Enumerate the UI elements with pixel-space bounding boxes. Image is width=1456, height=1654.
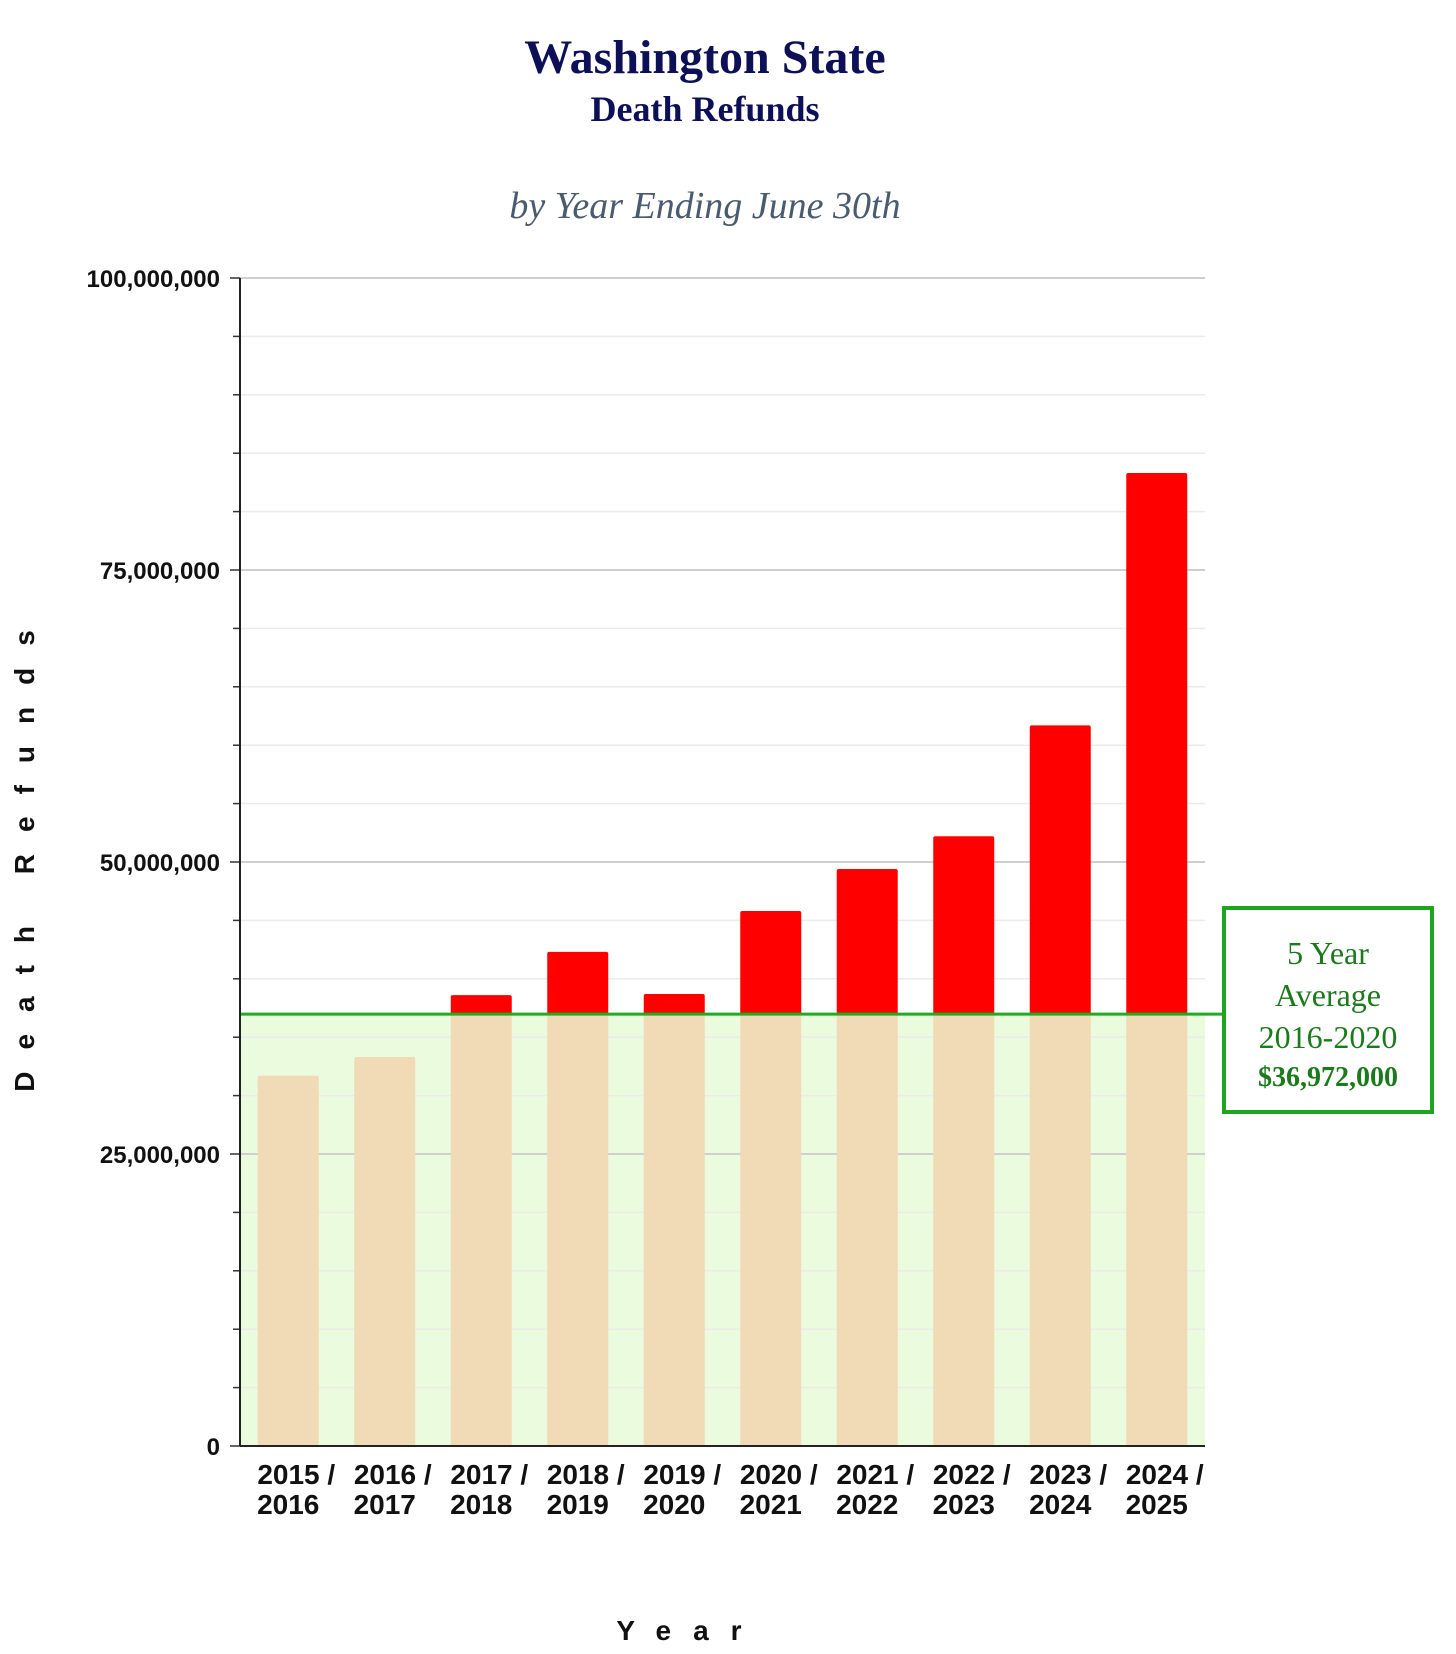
x-tick-label: 2018 /: [547, 1459, 625, 1490]
chart-subtitle: Death Refunds: [590, 89, 820, 129]
x-tick-label: 2024 /: [1126, 1459, 1204, 1490]
x-tick-label: 2025: [1126, 1489, 1188, 1520]
bar-above-average: [836, 869, 898, 1015]
bar-below-average: [1126, 1014, 1188, 1446]
bar-above-average: [547, 951, 609, 1015]
x-tick-label: 2021 /: [836, 1459, 914, 1490]
y-tick-label: 25,000,000: [100, 1142, 220, 1169]
bar: [354, 1057, 416, 1446]
x-tick-label: 2020: [643, 1489, 705, 1520]
x-tick-label: 2016 /: [354, 1459, 432, 1490]
bar-above-average: [450, 995, 512, 1015]
average-value-label: $36,972,000: [1258, 1062, 1398, 1093]
bar-above-average: [1126, 473, 1188, 1015]
average-label-line-2: Average: [1275, 977, 1381, 1013]
y-tick-label: 100,000,000: [87, 266, 220, 293]
y-tick-label: 50,000,000: [100, 850, 220, 877]
x-tick-label: 2021: [740, 1489, 802, 1520]
bar-below-average: [1029, 1014, 1091, 1446]
x-tick-label: 2022: [836, 1489, 898, 1520]
bar-below-average: [450, 1014, 512, 1446]
y-tick-label: 0: [207, 1434, 220, 1461]
y-axis-title: Death Refunds: [9, 608, 40, 1092]
x-tick-label: 2016: [257, 1489, 319, 1520]
x-tick-label: 2020 /: [740, 1459, 818, 1490]
average-label-line-1: 5 Year: [1287, 935, 1369, 971]
average-annotation-box: 5 Year Average 2016-2020 $36,972,000: [1222, 906, 1434, 1114]
bar-above-average: [643, 993, 705, 1015]
bar: [257, 1075, 319, 1446]
bar-below-average: [547, 1014, 609, 1446]
x-tick-label: 2017 /: [450, 1459, 528, 1490]
x-tick-label: 2023: [933, 1489, 995, 1520]
x-tick-label: 2023 /: [1029, 1459, 1107, 1490]
bar-below-average: [836, 1014, 898, 1446]
y-tick-label: 75,000,000: [100, 558, 220, 585]
bar-above-average: [933, 836, 995, 1015]
bar-below-average: [643, 1014, 705, 1446]
bar-below-average: [933, 1014, 995, 1446]
x-tick-label: 2024: [1029, 1489, 1092, 1520]
x-axis-title: Year: [616, 1615, 763, 1646]
average-label-line-3: 2016-2020: [1258, 1019, 1398, 1055]
bar-below-average: [740, 1014, 802, 1446]
chart-subsubtitle: by Year Ending June 30th: [509, 185, 901, 227]
x-tick-label: 2018: [450, 1489, 512, 1520]
bar-above-average: [740, 911, 802, 1015]
x-tick-label: 2019: [547, 1489, 609, 1520]
x-tick-label: 2019 /: [643, 1459, 721, 1490]
bar-above-average: [1029, 725, 1091, 1015]
x-tick-label: 2015 /: [257, 1459, 335, 1490]
x-tick-label: 2017: [354, 1489, 416, 1520]
x-tick-label: 2022 /: [933, 1459, 1011, 1490]
chart-title: Washington State: [524, 31, 886, 84]
